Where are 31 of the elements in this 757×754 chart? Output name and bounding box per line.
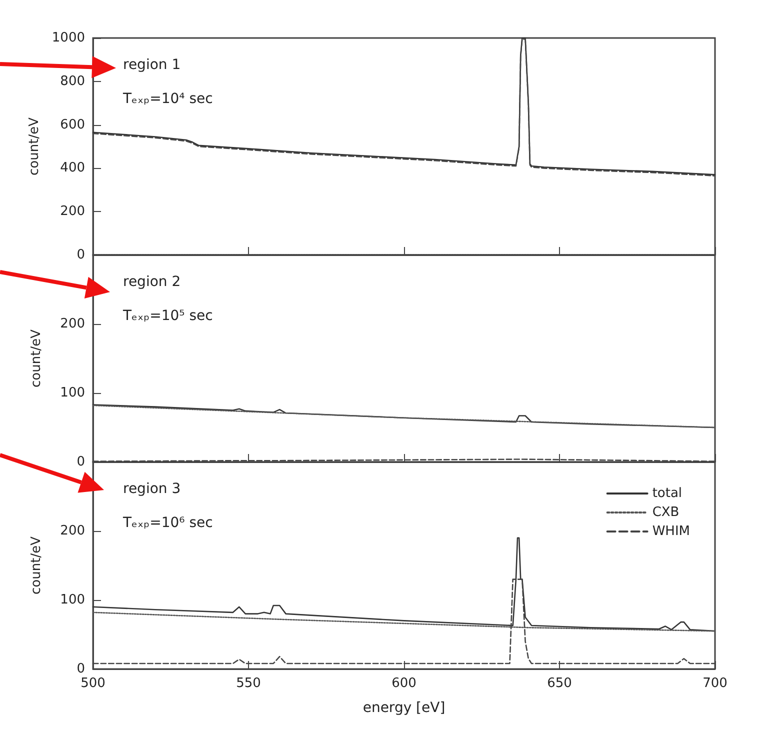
- y-tick-label: 0: [76, 454, 85, 470]
- x-tick-label: 650: [547, 676, 572, 691]
- annotation: region 1: [123, 57, 181, 73]
- y-axis-title: count/eV: [29, 536, 44, 594]
- x-tick-label: 550: [236, 676, 261, 691]
- y-tick-label: 200: [60, 204, 85, 220]
- y-tick-label: 200: [60, 524, 85, 538]
- legend-label: CXB: [652, 505, 680, 520]
- annotation: region 2: [123, 274, 181, 290]
- annotation: Tₑₓₚ=10⁵ sec: [122, 308, 213, 324]
- y-tick-label: 0: [76, 248, 85, 262]
- x-axis-title: energy [eV]: [362, 700, 446, 716]
- line-series: [92, 612, 716, 632]
- y-tick-label: 100: [60, 386, 85, 400]
- y-tick-label: 400: [60, 160, 85, 176]
- y-tick-label: 800: [60, 74, 85, 89]
- x-tick-label: 600: [392, 676, 416, 691]
- y-axis-title: count/eV: [29, 329, 44, 388]
- annotation: region 3: [123, 481, 181, 497]
- legend-label: total: [652, 486, 682, 501]
- legend-label: WHIM: [652, 524, 690, 539]
- x-tick-label: 700: [702, 676, 728, 691]
- x-tick-label: 500: [80, 676, 106, 691]
- annotation: Tₑₓₚ=10⁶ sec: [122, 515, 213, 531]
- y-tick-label: 200: [60, 316, 85, 332]
- annotation: Tₑₓₚ=10⁴ sec: [122, 91, 213, 107]
- y-axis-title: count/eV: [27, 117, 42, 176]
- y-tick-label: 0: [76, 662, 85, 676]
- y-tick-label: 100: [60, 592, 85, 608]
- y-tick-label: 600: [60, 117, 85, 132]
- y-tick-label: 1000: [52, 30, 85, 46]
